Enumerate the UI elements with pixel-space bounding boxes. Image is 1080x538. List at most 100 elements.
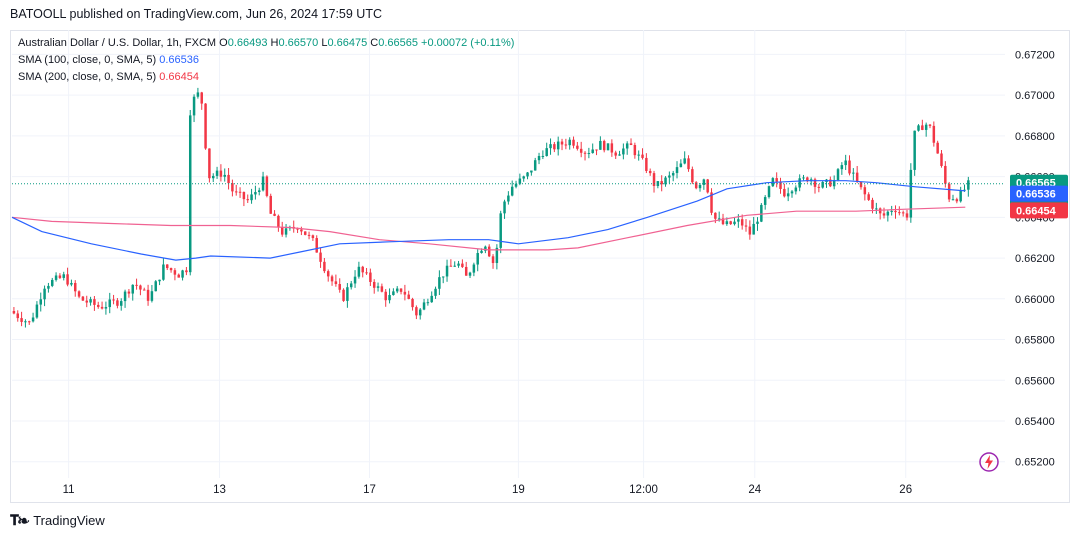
y-tick-label: 0.67200: [1015, 49, 1055, 61]
legend-sma200-row[interactable]: SMA (200, close, 0, SMA, 5) 0.66454: [18, 69, 514, 86]
candle-body: [323, 261, 326, 272]
candle-body: [495, 247, 499, 264]
candle-body: [284, 228, 288, 235]
sma100-badge-text: 0.66536: [1016, 189, 1056, 201]
legend-sma100-row[interactable]: SMA (100, close, 0, SMA, 5) 0.66536: [18, 52, 514, 69]
candle-body: [104, 307, 108, 309]
candle-body: [817, 186, 821, 188]
candle-body: [196, 92, 200, 97]
candle-body: [395, 288, 399, 292]
candle-body: [798, 178, 801, 188]
candle-body: [119, 301, 123, 306]
candle-body: [641, 154, 644, 158]
footer-brand[interactable]: TradingView: [33, 513, 105, 528]
candle-body: [740, 219, 744, 226]
candle-body: [725, 221, 729, 225]
candle-body: [794, 187, 798, 192]
candle-body: [418, 309, 422, 316]
candle-body: [403, 291, 407, 295]
candle-body: [200, 92, 203, 104]
candle-body: [480, 250, 483, 254]
candle-body: [553, 144, 556, 150]
candle-body: [576, 145, 579, 149]
candle-body: [169, 268, 173, 271]
candle-body: [453, 265, 456, 267]
candle-body: [951, 199, 955, 201]
candle-body: [219, 170, 223, 177]
candle-body: [591, 149, 594, 154]
candle-body: [472, 264, 476, 273]
candle-body: [583, 152, 587, 154]
candle-body: [806, 177, 809, 182]
x-tick-label: 13: [213, 484, 226, 496]
candle-body: [645, 157, 648, 171]
candle-body: [269, 195, 272, 214]
candle-body: [142, 289, 146, 291]
tradingview-logo-icon[interactable]: 𝐓❧: [10, 512, 29, 528]
candle-body: [28, 321, 31, 323]
symbol-title: Australian Dollar / U.S. Dollar, 1h, FXC…: [18, 37, 217, 49]
candle-body: [47, 285, 50, 289]
candle-body: [928, 124, 932, 126]
candle-body: [165, 264, 169, 269]
candle-body: [878, 208, 882, 214]
candle-body: [936, 142, 939, 154]
candle-body: [679, 163, 683, 168]
x-tick-label: 12:00: [629, 484, 658, 496]
candle-body: [254, 192, 257, 195]
candle-body: [146, 289, 150, 301]
candle-body: [675, 167, 679, 174]
candle-body: [112, 299, 115, 301]
candle-body: [261, 176, 265, 191]
candle-body: [779, 181, 782, 189]
ohlc-open-label: O: [219, 37, 228, 49]
candle-body: [16, 313, 19, 319]
candle-body: [422, 302, 426, 310]
y-tick-label: 0.65200: [1015, 457, 1055, 469]
candle-body: [265, 176, 269, 196]
candle-body: [85, 300, 88, 303]
candle-body: [763, 197, 767, 205]
y-tick-label: 0.66200: [1015, 253, 1055, 265]
candle-body: [530, 170, 533, 173]
chart-frame[interactable]: [10, 30, 1070, 503]
candle-body: [372, 281, 376, 288]
candle-body: [464, 266, 468, 276]
chart-legend: Australian Dollar / U.S. Dollar, 1h, FXC…: [18, 35, 514, 86]
candle-body: [35, 304, 39, 318]
candle-body: [898, 212, 901, 214]
candle-body: [499, 213, 502, 248]
alert-lightning-icon[interactable]: [978, 451, 1000, 473]
candle-body: [162, 264, 165, 280]
candle-body: [533, 160, 537, 171]
candle-body: [353, 276, 357, 284]
candle-body: [131, 284, 134, 294]
candle-body: [96, 304, 100, 307]
candle-body: [802, 177, 805, 179]
candle-body: [963, 189, 966, 191]
candle-body: [51, 279, 54, 286]
candle-body: [468, 272, 472, 276]
candle-body: [346, 287, 349, 301]
candle-body: [668, 175, 671, 178]
candle-body: [24, 321, 27, 323]
candle-body: [58, 275, 62, 278]
ohlc-close-label: C: [370, 37, 379, 49]
candle-body: [139, 285, 142, 290]
legend-symbol-row: Australian Dollar / U.S. Dollar, 1h, FXC…: [18, 35, 514, 52]
candle-body: [652, 173, 656, 186]
candle-body: [633, 144, 637, 156]
candle-body: [599, 140, 602, 150]
candle-body: [311, 235, 315, 239]
candle-body: [894, 210, 897, 213]
ohlc-low-label: L: [321, 37, 328, 49]
x-tick-label: 24: [748, 484, 761, 496]
sma200-label: SMA (200, close, 0, SMA, 5): [18, 71, 157, 83]
candle-body: [426, 302, 430, 304]
candle-body: [81, 296, 85, 301]
candle-body: [783, 188, 786, 197]
candle-body: [158, 279, 161, 282]
ohlc-close: 0.66565: [378, 37, 418, 49]
candle-body: [595, 149, 598, 151]
